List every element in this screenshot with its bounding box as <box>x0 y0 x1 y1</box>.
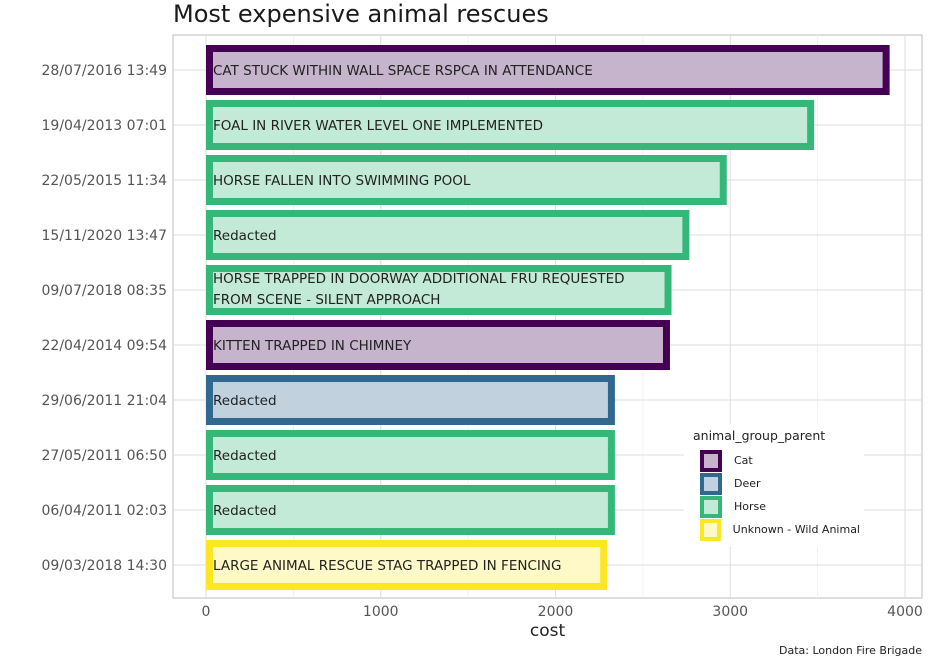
bar-label: FOAL IN RIVER WATER LEVEL ONE IMPLEMENTE… <box>213 118 543 134</box>
y-tick-label: 09/07/2018 08:35 <box>42 283 168 299</box>
bar <box>206 210 690 260</box>
x-tick-label: 1000 <box>363 604 399 620</box>
x-tick-label: 0 <box>202 604 211 620</box>
x-tick-label: 3000 <box>712 604 748 620</box>
legend-label: Cat <box>734 454 753 467</box>
bar-label: CAT STUCK WITHIN WALL SPACE RSPCA IN ATT… <box>213 63 593 79</box>
legend-label: Deer <box>734 477 761 490</box>
y-tick-label: 29/06/2011 21:04 <box>42 393 168 409</box>
y-tick-label: 27/05/2011 06:50 <box>42 448 168 464</box>
y-tick-label: 22/05/2015 11:34 <box>42 173 168 189</box>
y-tick-label: 09/03/2018 14:30 <box>42 558 168 574</box>
legend-item: Unknown - Wild Animal <box>688 518 860 541</box>
bar-label: Redacted <box>213 448 277 464</box>
bar-label-line: FROM SCENE - SILENT APPROACH <box>213 292 440 308</box>
bar-label: Redacted <box>213 503 277 519</box>
bar <box>206 100 815 150</box>
bar-label: Redacted <box>213 393 277 409</box>
legend-item: Cat <box>688 449 860 472</box>
legend-label: Horse <box>734 500 767 513</box>
bars: CAT STUCK WITHIN WALL SPACE RSPCA IN ATT… <box>206 45 890 590</box>
legend-items: Cat Deer Horse Unknown - Wild Animal <box>688 449 860 541</box>
chart-title: Most expensive animal rescues <box>173 0 549 28</box>
bar-label: HORSE FALLEN INTO SWIMMING POOL <box>213 173 471 189</box>
legend-label: Unknown - Wild Animal <box>732 523 860 536</box>
legend-key <box>700 495 722 518</box>
bar-label-line: HORSE TRAPPED IN DOORWAY ADDITIONAL FRU … <box>213 271 625 287</box>
legend-item: Horse <box>688 495 860 518</box>
x-axis-title: cost <box>530 621 566 641</box>
legend-item: Deer <box>688 472 860 495</box>
legend-key <box>700 472 722 495</box>
bar <box>206 320 670 370</box>
x-tick-label: 2000 <box>538 604 574 620</box>
legend-key <box>700 518 721 541</box>
y-tick-label: 19/04/2013 07:01 <box>42 118 168 134</box>
bar <box>206 540 608 590</box>
legend: animal_group_parent Cat Deer Horse Unknown … <box>684 424 864 547</box>
y-tick-label: 15/11/2020 13:47 <box>42 228 168 244</box>
bar <box>206 485 615 535</box>
bar <box>206 265 672 315</box>
y-tick-label: 06/04/2011 02:03 <box>42 503 168 519</box>
y-tick-label: 22/04/2014 09:54 <box>42 338 168 354</box>
y-tick-label: 28/07/2016 13:49 <box>42 63 168 79</box>
bar <box>206 430 615 480</box>
bar-label: Redacted <box>213 228 277 244</box>
caption: Data: London Fire Brigade <box>778 644 922 657</box>
bar-label: KITTEN TRAPPED IN CHIMNEY <box>213 338 412 354</box>
bar <box>206 45 890 95</box>
x-tick-label: 4000 <box>887 604 923 620</box>
bar <box>206 155 727 205</box>
axes: 28/07/2016 13:49 19/04/2013 07:01 22/05/20… <box>42 63 923 641</box>
bar <box>206 375 615 425</box>
bar-label: HORSE TRAPPED IN DOORWAY ADDITIONAL FRU … <box>213 271 625 308</box>
legend-title: animal_group_parent <box>693 428 826 443</box>
bar-label: LARGE ANIMAL RESCUE STAG TRAPPED IN FENC… <box>213 558 561 574</box>
panel-border <box>172 34 923 599</box>
legend-key <box>700 449 722 472</box>
